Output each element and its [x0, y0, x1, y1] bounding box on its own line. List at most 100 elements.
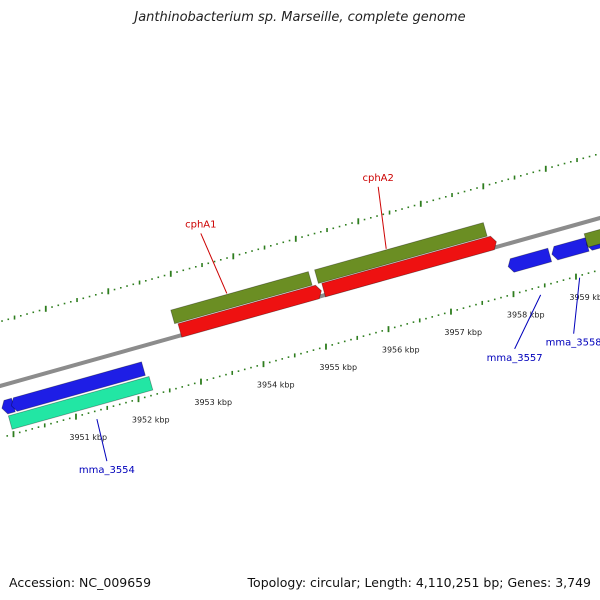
reverse-tick [506, 295, 509, 297]
forward-tick [582, 157, 585, 160]
reverse-tick [518, 291, 521, 294]
reverse-tick [593, 270, 596, 273]
forward-tick [357, 218, 360, 225]
reverse-tick [200, 378, 202, 385]
reverse-tick [250, 366, 252, 369]
topology-label: Topology: [247, 575, 307, 590]
reverse-tick [406, 323, 409, 325]
forward-tick [457, 192, 460, 195]
reverse-tick [450, 308, 452, 315]
forward-tick [488, 183, 491, 186]
forward-tick [244, 251, 247, 254]
reverse-tick [331, 344, 334, 346]
forward-tick [157, 276, 160, 279]
forward-tick [463, 190, 466, 193]
forward-tick [194, 265, 197, 268]
forward-tick [144, 279, 147, 282]
forward-tick [257, 248, 260, 251]
forward-tick [526, 173, 528, 175]
forward-tick [432, 199, 435, 202]
reverse-tick [106, 405, 109, 410]
reverse-tick [400, 324, 402, 327]
forward-tick [119, 286, 122, 289]
leader-cphA1 [200, 233, 228, 294]
reverse-tick [137, 396, 140, 403]
reverse-tick [412, 321, 415, 323]
forward-tick [88, 295, 91, 298]
forward-tick [319, 230, 322, 233]
tick-label-3954: 3954 kbp [257, 380, 295, 389]
forward-tick [69, 300, 72, 303]
reverse-tick [256, 365, 259, 367]
feature-cds-left-blue-2 [10, 361, 146, 412]
forward-tick [232, 253, 235, 260]
gene-features [1, 222, 600, 430]
genes-label: Genes: [507, 575, 552, 590]
reverse-tick [468, 305, 471, 308]
forward-tick [576, 158, 578, 163]
reverse-tick [350, 338, 352, 341]
reverse-tick [318, 347, 321, 350]
forward-tick [26, 313, 28, 315]
reverse-tick [431, 316, 434, 318]
tick-label-3959: 3959 kbp [569, 293, 600, 302]
forward-tick [413, 204, 416, 207]
leader-cphA2 [377, 186, 387, 249]
forward-tick [76, 298, 78, 303]
forward-tick [544, 165, 547, 172]
reverse-tick [212, 377, 215, 379]
forward-tick [513, 175, 516, 180]
reverse-tick [556, 281, 559, 283]
reverse-tick [543, 283, 546, 288]
forward-tick [169, 270, 172, 277]
reverse-tick [218, 375, 221, 378]
reverse-tick [75, 413, 77, 420]
page-title: Janthinobacterium sp. Marseille, complet… [134, 10, 466, 25]
reverse-tick [306, 351, 309, 353]
reverse-tick [25, 429, 27, 432]
reverse-tick [437, 314, 440, 316]
reverse-tick [6, 435, 9, 437]
forward-tick [107, 288, 110, 295]
forward-tick [407, 206, 410, 209]
reverse-tick [18, 431, 21, 434]
reverse-tick [275, 359, 277, 362]
forward-tick [201, 263, 203, 268]
feature-rna-left-teal [7, 376, 154, 430]
reverse-tick [418, 318, 421, 323]
length-label: Length: [364, 575, 412, 590]
forward-tick [338, 225, 341, 228]
reverse-tick [237, 370, 240, 372]
reverse-tick [181, 386, 184, 388]
forward-tick [376, 215, 378, 217]
accession-label: Accession: [9, 575, 76, 590]
forward-tick [288, 239, 291, 242]
gene-label-cphA2: cphA2 [363, 173, 394, 184]
reverse-tick [312, 349, 315, 351]
forward-tick [238, 253, 241, 256]
forward-tick [557, 164, 560, 167]
forward-tick [469, 188, 472, 191]
forward-tick [219, 258, 222, 261]
forward-tick [382, 213, 385, 216]
forward-tick [1, 320, 3, 322]
forward-tick [113, 288, 116, 291]
reverse-tick [168, 388, 171, 393]
forward-tick [282, 241, 285, 244]
reverse-tick [131, 400, 134, 402]
reverse-tick [112, 405, 115, 407]
reverse-tick [187, 384, 190, 386]
forward-tick [126, 285, 128, 287]
reverse-tick [193, 382, 196, 385]
forward-tick [551, 166, 553, 168]
forward-tick [176, 271, 178, 273]
genes-value: 3,749 [555, 575, 591, 590]
forward-tick [532, 171, 535, 174]
forward-tick [401, 208, 403, 210]
forward-tick [207, 262, 210, 265]
reverse-tick [56, 421, 59, 423]
forward-tick [307, 234, 310, 237]
tick-label-3955: 3955 kbp [319, 363, 357, 372]
forward-tick [507, 178, 510, 181]
